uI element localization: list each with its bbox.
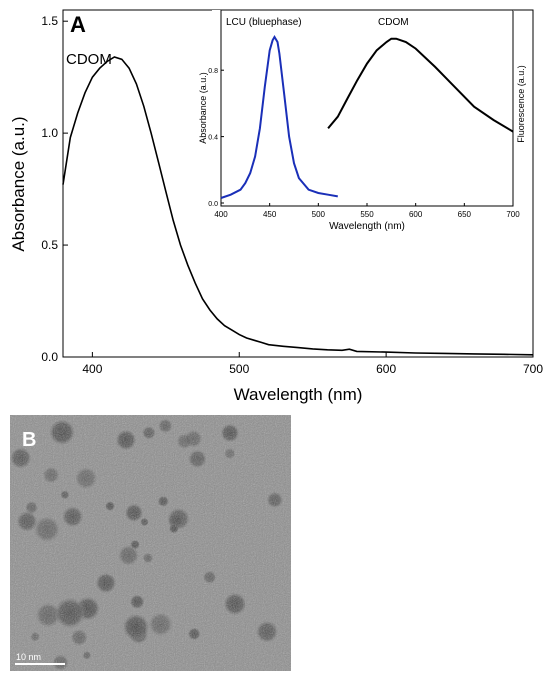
cdom-absorbance-line bbox=[62, 56, 534, 356]
lcu-bluephase-line bbox=[220, 35, 338, 199]
inset-y-tick-label: 0.8 bbox=[208, 68, 218, 75]
main-x-tick-label: 700 bbox=[523, 362, 543, 376]
inset-y-tick-label: 0.4 bbox=[208, 135, 218, 142]
main-x-axis-label: Wavelength (nm) bbox=[234, 385, 363, 404]
tem-grain-texture bbox=[10, 415, 291, 671]
main-x-tick-label: 400 bbox=[82, 362, 102, 376]
main-y-tick-label: 0.5 bbox=[41, 238, 58, 252]
inset-x-tick-label: 650 bbox=[458, 210, 472, 219]
inset-spectra-chart: 400 450 500 550 600 650 700 0.0 0.4 0.8 LCU (blu… bbox=[198, 9, 526, 232]
cdom-annotation: CDOM bbox=[66, 51, 112, 68]
main-y-tick-label: 1.5 bbox=[41, 14, 58, 28]
inset-x-tick-label: 450 bbox=[263, 210, 277, 219]
inset-right-y-axis-label: Fluorescence (a.u.) bbox=[516, 65, 526, 143]
inset-x-axis-label: Wavelength (nm) bbox=[329, 221, 405, 232]
inset-x-tick-label: 550 bbox=[360, 210, 374, 219]
main-absorbance-chart: 400 500 600 700 0.0 0.5 1.0 1.5 A CDOM Wavelen… bbox=[9, 9, 543, 404]
inset-x-tick-label: 600 bbox=[409, 210, 423, 219]
inset-background bbox=[212, 10, 514, 210]
main-y-axis-label: Absorbance (a.u.) bbox=[9, 116, 28, 251]
cdom-fluorescence-line bbox=[327, 37, 514, 133]
inset-left-y-axis-label: Absorbance (a.u.) bbox=[198, 72, 208, 144]
main-x-tick-label: 600 bbox=[376, 362, 396, 376]
lcu-series-label: LCU (bluephase) bbox=[226, 17, 302, 28]
panel-a-label: A bbox=[70, 12, 86, 37]
scale-bar-label: 10 nm bbox=[16, 652, 41, 662]
inset-y-tick-label: 0.0 bbox=[208, 201, 218, 208]
inset-x-tick-label: 500 bbox=[312, 210, 326, 219]
main-x-tick-label: 500 bbox=[229, 362, 249, 376]
cdom-series-label: CDOM bbox=[378, 17, 409, 28]
tem-micrograph-panel: B 10 nm bbox=[10, 415, 291, 671]
inset-x-tick-label: 400 bbox=[214, 210, 228, 219]
main-y-tick-label: 0.0 bbox=[41, 350, 58, 364]
inset-x-tick-label: 700 bbox=[506, 210, 520, 219]
main-y-tick-label: 1.0 bbox=[41, 126, 58, 140]
panel-b-label: B bbox=[22, 429, 36, 451]
